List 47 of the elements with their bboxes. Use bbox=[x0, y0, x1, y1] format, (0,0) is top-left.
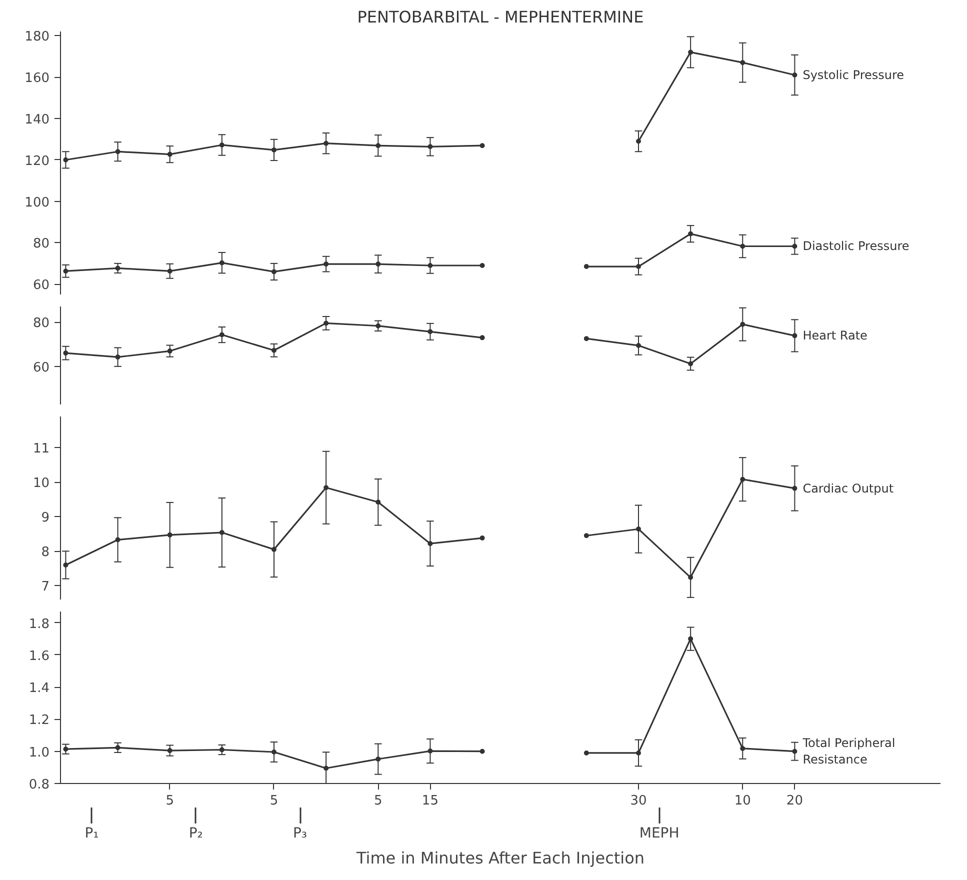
y-tick-label: 1.0 bbox=[28, 745, 50, 760]
y-tick-label: 1.6 bbox=[28, 648, 50, 664]
point bbox=[584, 336, 589, 342]
point bbox=[480, 536, 485, 541]
y-tick-label: 80 bbox=[32, 236, 50, 252]
point bbox=[584, 750, 589, 756]
y-tick-label: 1.2 bbox=[28, 713, 50, 728]
x-tick-label: 20 bbox=[786, 794, 803, 808]
y-tick-label: 1.8 bbox=[28, 616, 50, 632]
x-tick-label: 15 bbox=[422, 794, 438, 808]
y-tick-label: 60 bbox=[32, 360, 50, 376]
y-tick-label: 120 bbox=[24, 154, 50, 169]
point bbox=[480, 263, 485, 268]
x-tick-label: 30 bbox=[630, 794, 647, 808]
y-tick-label: 10 bbox=[32, 476, 50, 492]
point bbox=[584, 533, 589, 538]
y-tick-label: 7 bbox=[41, 580, 50, 595]
y-tick-label: 100 bbox=[24, 195, 50, 210]
point bbox=[480, 143, 485, 148]
text: MEPH bbox=[639, 826, 680, 842]
y-tick-label: 60 bbox=[32, 278, 50, 294]
text: P₃ bbox=[293, 826, 308, 842]
series-label: Total Peripheral Resistance bbox=[802, 736, 896, 767]
y-tick-label: 8 bbox=[41, 545, 50, 560]
y-tick-label: 80 bbox=[32, 316, 50, 332]
y-tick-label: 0.8 bbox=[28, 778, 50, 792]
x-tick-label: 10 bbox=[734, 794, 751, 808]
x-tick-label: 5 bbox=[166, 794, 174, 808]
series-label: Cardiac Output bbox=[802, 481, 894, 496]
chart-title: PENTOBARBITAL - MEPHENTERMINE bbox=[357, 8, 644, 26]
y-tick-label: 140 bbox=[24, 112, 50, 128]
series-label: Systolic Pressure bbox=[802, 68, 904, 82]
series-label: Diastolic Pressure bbox=[802, 239, 910, 254]
point bbox=[480, 748, 485, 754]
y-tick-label: 1.4 bbox=[28, 681, 50, 696]
point bbox=[584, 264, 589, 270]
y-tick-label: 11 bbox=[32, 442, 50, 457]
series-label: Heart Rate bbox=[802, 328, 868, 343]
x-axis-title: Time in Minutes After Each Injection bbox=[355, 848, 645, 868]
x-tick-label: 5 bbox=[374, 794, 382, 808]
text: P₂ bbox=[188, 826, 203, 842]
y-tick-label: 9 bbox=[41, 510, 50, 526]
y-tick-label: 180 bbox=[24, 30, 50, 45]
x-tick-label: 5 bbox=[270, 794, 278, 808]
text: P₁ bbox=[84, 826, 99, 842]
y-tick-label: 160 bbox=[24, 71, 50, 86]
point bbox=[480, 335, 485, 340]
